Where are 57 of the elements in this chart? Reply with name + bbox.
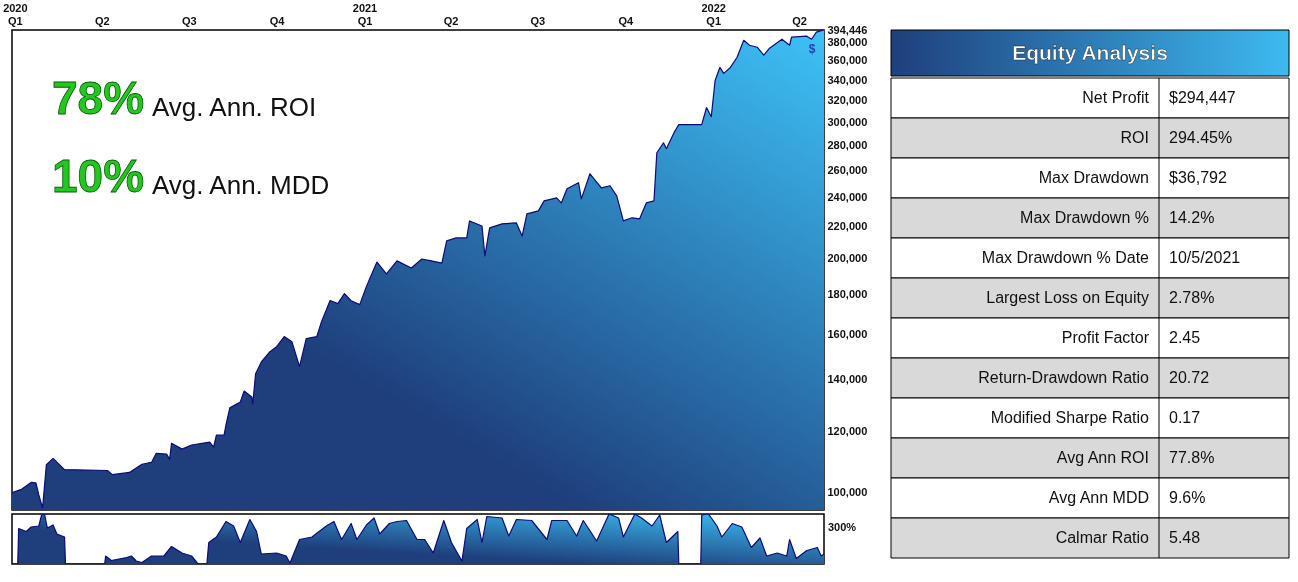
category-label: Profit Factor (1061, 329, 1150, 346)
x-tick-label: Q4 (618, 14, 635, 27)
text: 300% (828, 521, 857, 533)
category-label: Max Drawdown % (1020, 209, 1149, 226)
text: 10/5/2021 (1169, 249, 1241, 266)
x-tick-label: Q4 (269, 14, 286, 27)
y-tick-label: 340,000 (827, 73, 868, 86)
text: 77.8% (1169, 449, 1215, 466)
annotation: 78% (52, 72, 145, 124)
x-tick-label: Q2 (94, 14, 110, 27)
y-tick-label: 380,000 (827, 36, 868, 49)
x-tick-label: 2020 Q1 (3, 1, 28, 27)
text: 20.72 (1169, 369, 1210, 386)
y-tick-label: 320,000 (827, 94, 868, 107)
y-tick-label: 220,000 (827, 220, 868, 233)
x-tick-label: 2022 Q1 (701, 1, 726, 27)
text: $36,792 (1169, 169, 1227, 186)
y-tick-label: 394,446 (827, 23, 868, 36)
y-tick-label: 180,000 (827, 288, 868, 301)
text: 2.45 (1169, 329, 1201, 346)
y-tick-label: 120,000 (827, 424, 868, 437)
category-label: Avg Ann MDD (1048, 489, 1149, 506)
text: 294.45% (1169, 129, 1233, 146)
category-label: Modified Sharpe Ratio (990, 409, 1150, 426)
y-tick-label: 260,000 (827, 164, 868, 177)
text: 0.17 (1169, 409, 1201, 426)
text: 5.48 (1169, 529, 1201, 546)
y-tick-label: 160,000 (827, 327, 868, 340)
annotation: Avg. Ann. MDD (152, 170, 330, 200)
y-tick-label: 280,000 (827, 139, 868, 152)
text: $294,447 (1169, 89, 1236, 106)
category-label: Max Drawdown (1038, 169, 1149, 186)
category-label: Largest Loss on Equity (986, 289, 1149, 306)
y-tick-label: 240,000 (827, 191, 868, 204)
annotation: Avg. Ann. ROI (152, 92, 317, 122)
x-tick-label: Q3 (530, 14, 546, 27)
y-tick-label: 360,000 (827, 54, 868, 67)
text: 14.2% (1169, 209, 1215, 226)
y-tick-label: 140,000 (827, 372, 868, 385)
text: 2.78% (1169, 289, 1215, 306)
x-tick-label: Q3 (181, 14, 197, 27)
x-tick-label: Q2 (443, 14, 459, 27)
y-tick-label: 300,000 (827, 115, 868, 128)
annotation: 10% (52, 150, 145, 202)
y-tick-label: 100,000 (827, 486, 868, 499)
text: 9.6% (1169, 489, 1206, 506)
category-label: Max Drawdown % Date (981, 249, 1150, 266)
category-label: ROI (1120, 129, 1149, 146)
category-label: Avg Ann ROI (1056, 449, 1149, 466)
category-label: Return-Drawdown Ratio (978, 369, 1150, 386)
x-tick-label: 2021 Q1 (352, 1, 378, 27)
x-tick-label: Q2 (792, 14, 808, 27)
annotation: $ (808, 42, 816, 56)
y-tick-label: 200,000 (827, 252, 868, 265)
text: Equity Analysis (1012, 41, 1168, 64)
category-label: Calmar Ratio (1055, 529, 1150, 546)
category-label: Net Profit (1082, 89, 1150, 106)
